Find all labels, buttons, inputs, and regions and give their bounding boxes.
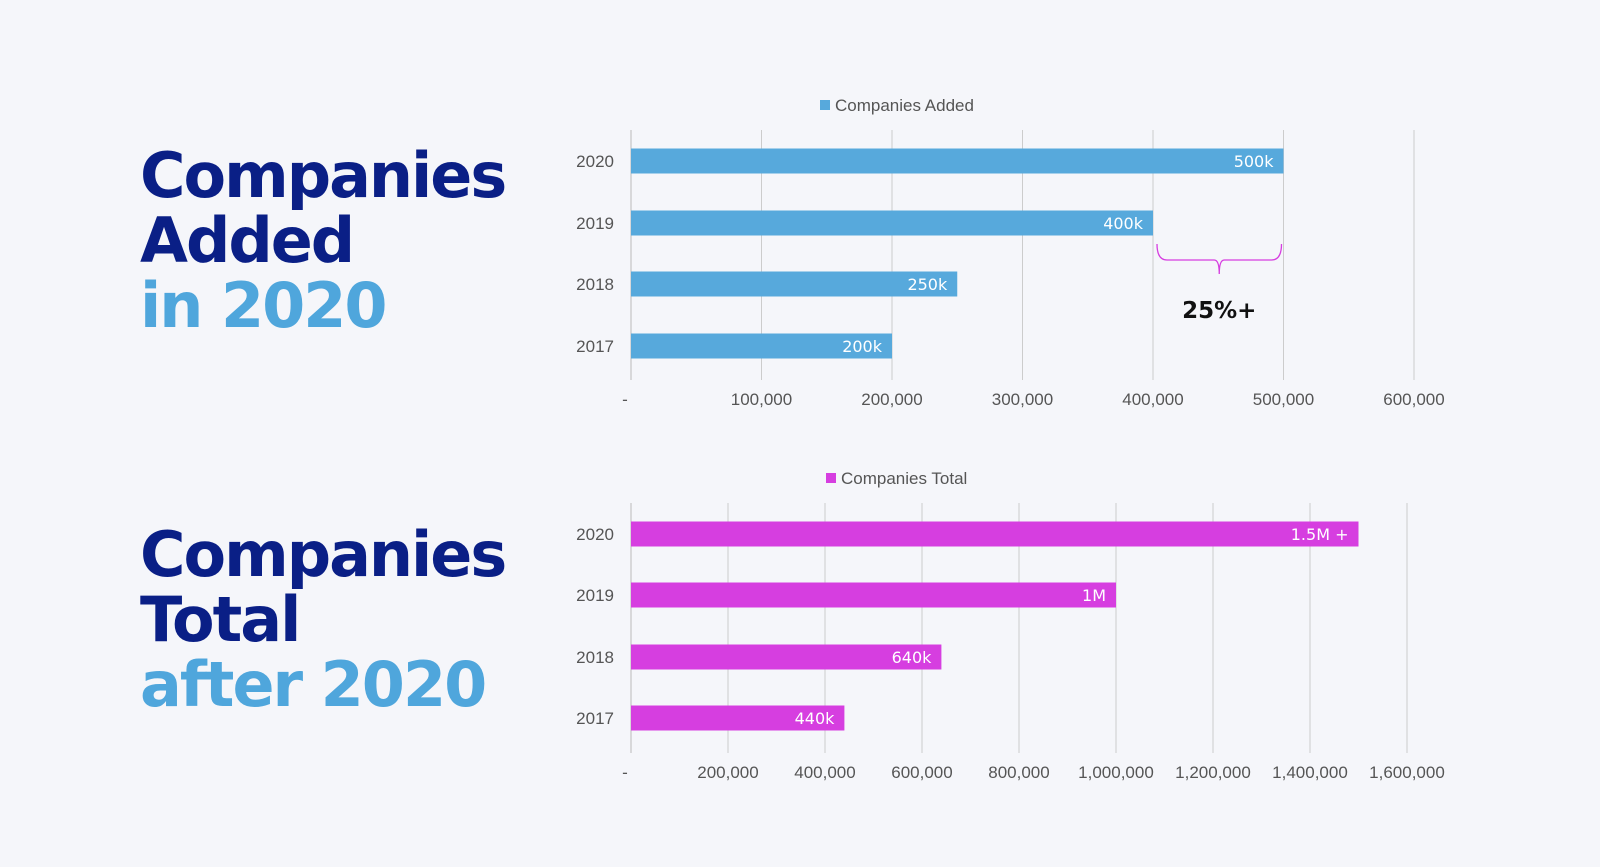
chart1-tick-label: -	[622, 390, 628, 409]
chart2-tick-label: 400,000	[794, 763, 855, 782]
chart1-category-label: 2018	[576, 275, 614, 294]
chart2-category-label: 2017	[576, 709, 614, 728]
chart1-bar	[631, 148, 1284, 174]
chart2-category-label: 2018	[576, 648, 614, 667]
chart1-legend-label: Companies Added	[835, 96, 974, 115]
chart1-tick-label: 300,000	[992, 390, 1053, 409]
chart2-tick-label: 1,000,000	[1078, 763, 1154, 782]
chart1-bar	[631, 210, 1153, 236]
chart1-legend-swatch	[820, 100, 830, 110]
chart1-data-label: 200k	[842, 337, 883, 356]
chart1-category-label: 2020	[576, 152, 614, 171]
chart2-tick-label: 1,600,000	[1369, 763, 1445, 782]
chart1-category-label: 2017	[576, 337, 614, 356]
annotation-brace	[1156, 243, 1283, 275]
chart1-data-label: 250k	[907, 275, 948, 294]
chart1-tick-label: 500,000	[1253, 390, 1314, 409]
headline-2-line-1: Companies	[140, 518, 507, 591]
chart2-data-label: 440k	[795, 709, 836, 728]
headline-companies-total: Companies Total after 2020	[140, 518, 507, 721]
chart1-tick-label: 100,000	[731, 390, 792, 409]
chart2-bar	[631, 705, 845, 731]
headline-2-line-3: after 2020	[140, 648, 487, 721]
chart1-data-label: 500k	[1234, 152, 1275, 171]
chart2-legend-swatch	[826, 473, 836, 483]
headline-1-line-2: Added	[140, 204, 355, 277]
headline-1-line-1: Companies	[140, 139, 507, 212]
chart2-tick-label: 1,200,000	[1175, 763, 1251, 782]
chart1-tick-label: 400,000	[1122, 390, 1183, 409]
chart1-category-label: 2019	[576, 214, 614, 233]
headline-companies-added: Companies Added in 2020	[140, 139, 507, 342]
chart2-tick-label: 800,000	[988, 763, 1049, 782]
chart1-tick-label: 200,000	[861, 390, 922, 409]
headline-1-line-3: in 2020	[140, 269, 388, 342]
annotation-label: 25%+	[1182, 298, 1256, 324]
chart2-data-label: 1.5M +	[1291, 525, 1349, 544]
headline-2-line-2: Total	[140, 583, 301, 656]
chart2-tick-label: 200,000	[697, 763, 758, 782]
chart2-tick-label: -	[622, 763, 628, 782]
chart2-bar	[631, 521, 1359, 547]
chart2-tick-label: 1,400,000	[1272, 763, 1348, 782]
chart1-data-label: 400k	[1103, 214, 1144, 233]
chart2-bar	[631, 582, 1116, 608]
chart2-tick-label: 600,000	[891, 763, 952, 782]
chart2-data-label: 640k	[892, 648, 933, 667]
chart1-bar	[631, 333, 892, 359]
chart1-tick-label: 600,000	[1383, 390, 1444, 409]
chart1-bar	[631, 271, 958, 297]
chart2-bar	[631, 644, 942, 670]
chart2-category-label: 2019	[576, 586, 614, 605]
chart2-data-label: 1M	[1082, 586, 1106, 605]
chart2-legend-label: Companies Total	[841, 469, 967, 488]
chart2-category-label: 2020	[576, 525, 614, 544]
